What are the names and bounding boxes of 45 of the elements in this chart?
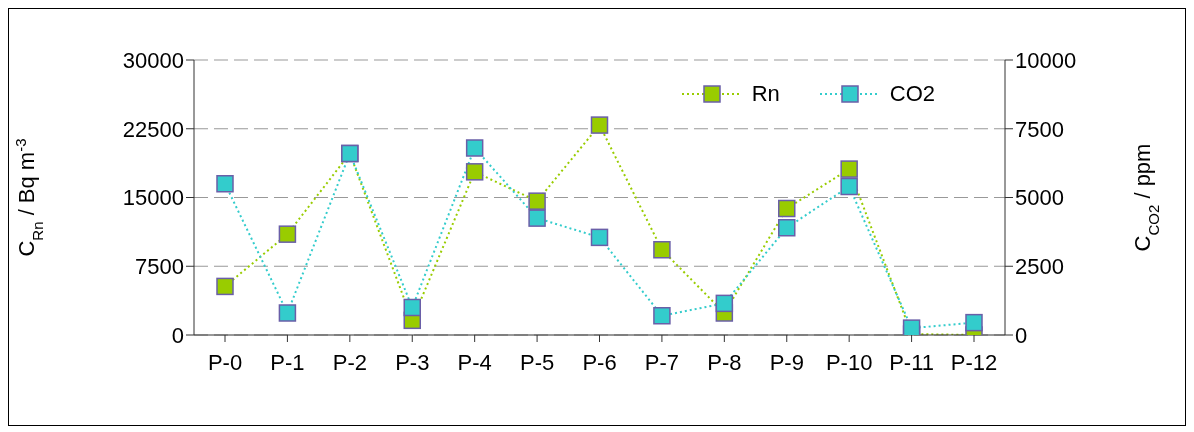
x-tick-label: P-10 (825, 349, 873, 375)
y-tick-label: 22500 (122, 116, 184, 142)
x-tick-label: P-4 (457, 349, 492, 375)
x-tick-label: P-2 (332, 349, 367, 375)
x-tick-label: P-11 (889, 349, 935, 375)
x-tick-label: P-9 (769, 349, 804, 375)
point (840, 160, 858, 178)
legend-label: CO2 (889, 81, 935, 107)
y-tick-label: 15000 (122, 185, 184, 211)
y-tick-label: 7500 (135, 254, 184, 280)
point (465, 163, 484, 181)
point (216, 175, 234, 193)
point (528, 209, 546, 227)
point (465, 139, 484, 157)
y-tick-label: 30000 (122, 47, 184, 73)
y2-tick-label: 10000 (1015, 47, 1077, 73)
point (216, 277, 234, 296)
point (840, 177, 858, 196)
point (653, 241, 671, 259)
point (653, 307, 671, 325)
point (278, 225, 297, 243)
x-tick-label: P-0 (207, 349, 243, 375)
x-tick-label: P-12 (950, 349, 998, 375)
x-tick-label: P-5 (519, 349, 555, 375)
x-tick-label: P-3 (395, 349, 430, 375)
point (278, 304, 297, 322)
point (965, 313, 983, 332)
point (715, 294, 734, 313)
x-tick-label: P-7 (644, 349, 680, 375)
x-tick-label: P-6 (582, 349, 617, 375)
y-tick-label: 0 (171, 322, 184, 348)
point (590, 116, 609, 134)
point (403, 298, 421, 317)
y2-tick-label: 2500 (1015, 254, 1064, 280)
point (902, 319, 921, 335)
x-tick-label: P-8 (707, 349, 742, 375)
point (590, 228, 609, 247)
y2-tick-label: 5000 (1015, 185, 1064, 211)
y2-tick-label: 0 (1015, 322, 1028, 348)
point (528, 192, 546, 210)
x-tick-label: P-1 (270, 349, 305, 375)
point (778, 219, 796, 237)
legend-label: Rn (751, 81, 780, 107)
point (778, 199, 796, 218)
y2-tick-label: 7500 (1015, 116, 1064, 142)
